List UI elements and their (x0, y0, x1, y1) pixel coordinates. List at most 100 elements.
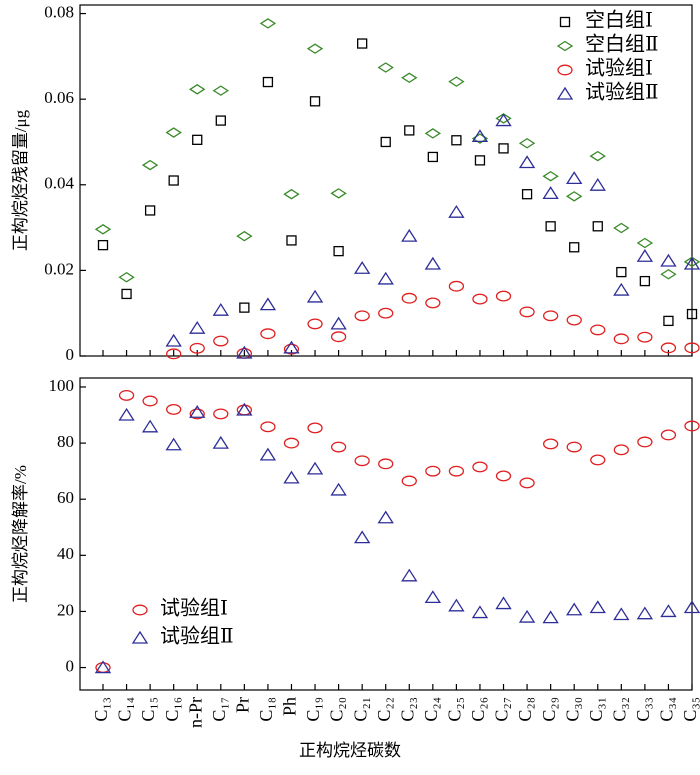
point (283, 343, 300, 355)
point (259, 447, 277, 461)
point (165, 127, 182, 138)
point (636, 606, 654, 620)
point (213, 408, 229, 420)
x-tick-label: C₂₃ (397, 697, 417, 722)
point (401, 228, 418, 242)
point (684, 420, 700, 432)
point (589, 150, 606, 162)
point (330, 188, 347, 199)
point (542, 438, 559, 450)
legend-marker (132, 604, 148, 616)
point (613, 333, 629, 345)
y-tick-label: 0.08 (44, 2, 74, 21)
x-tick-label: C₃₀ (562, 697, 582, 722)
point (121, 288, 132, 300)
point (663, 315, 674, 327)
point (545, 221, 556, 232)
y-tick-label: 0.06 (44, 88, 74, 107)
point (660, 268, 677, 280)
legend-marker (556, 86, 574, 100)
point (283, 340, 300, 354)
x-tick-label: C₂₉ (539, 697, 559, 722)
point (448, 598, 465, 612)
point (236, 230, 253, 242)
point (307, 422, 323, 434)
point (542, 310, 559, 322)
point (283, 437, 300, 449)
point (639, 275, 651, 287)
y-tick-label: 0 (66, 345, 75, 364)
point (636, 249, 654, 262)
point (683, 256, 700, 270)
point (518, 609, 536, 623)
point (566, 171, 583, 185)
point (165, 437, 182, 451)
point (213, 335, 229, 347)
point (95, 662, 111, 674)
x-tick-label: C₁₈ (256, 697, 276, 722)
point (189, 320, 206, 334)
y-axis-label: 正构烷烃残留量/μg (11, 109, 30, 251)
x-tick-label: Pr (232, 697, 252, 713)
point (236, 345, 253, 359)
point (448, 76, 465, 87)
point (495, 113, 512, 124)
point (357, 38, 368, 49)
point (472, 293, 488, 305)
x-tick-label: C₁₃ (91, 697, 111, 722)
point (353, 261, 371, 274)
point (283, 470, 300, 484)
point (471, 129, 489, 143)
legend-label: 试验组Ⅱ (160, 625, 234, 648)
x-tick-label: C₁₉ (303, 697, 323, 722)
point (330, 482, 347, 496)
point (142, 395, 158, 407)
point (616, 266, 627, 278)
legend-label: 试验组Ⅰ (585, 57, 653, 80)
y-tick-label: 40 (57, 544, 74, 563)
point (94, 224, 112, 235)
point (144, 205, 156, 216)
point (377, 62, 394, 73)
x-tick-label: C₁₄ (115, 697, 135, 722)
x-tick-label: n-Pr (185, 697, 205, 728)
point (306, 289, 324, 303)
point (519, 306, 535, 318)
point (166, 403, 182, 415)
legend-label: 试验组Ⅰ (160, 597, 228, 620)
point (660, 253, 677, 267)
y-tick-label: 100 (49, 376, 75, 395)
point (94, 660, 112, 674)
x-tick-label: C₂₇ (492, 697, 512, 722)
point (212, 85, 230, 96)
point (118, 389, 135, 401)
point (660, 429, 677, 441)
point (660, 342, 677, 354)
point (377, 271, 394, 285)
point (283, 188, 300, 200)
point (613, 444, 629, 456)
point (404, 125, 415, 136)
x-tick-label: C₃₂ (609, 697, 629, 722)
x-tick-label: C₃₄ (657, 697, 677, 722)
y-axis-label: 正构烷烃降解率/% (11, 465, 30, 603)
point (306, 43, 324, 54)
point (236, 402, 253, 416)
point (424, 590, 442, 604)
point (566, 441, 582, 453)
point (592, 221, 603, 232)
point (498, 143, 509, 154)
x-tick-label: C₁₅ (138, 697, 158, 722)
x-tick-label: C₂₈ (515, 697, 535, 722)
point (260, 421, 276, 433)
point (286, 235, 297, 246)
x-tick-label: C₃₅ (680, 697, 700, 722)
point (424, 256, 442, 270)
legend-label: 空白组Ⅰ (585, 9, 653, 32)
legend-marker (556, 40, 574, 52)
point (495, 596, 512, 610)
point (309, 96, 321, 107)
point (141, 159, 159, 171)
point (189, 405, 206, 418)
